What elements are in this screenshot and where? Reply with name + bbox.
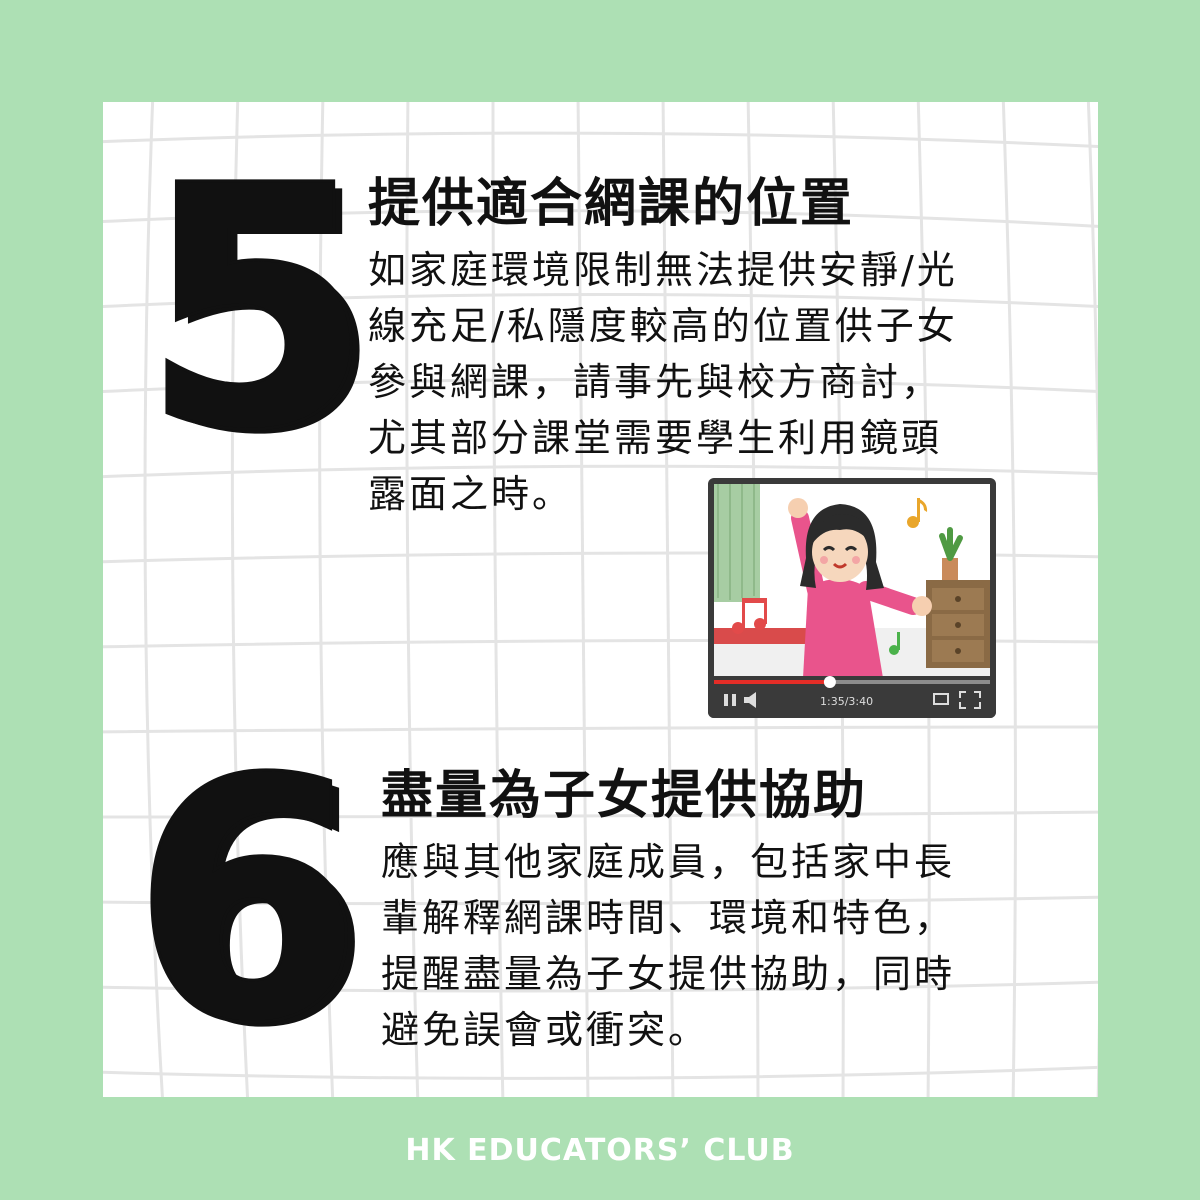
theater-mode-icon[interactable] [933,693,949,705]
step-number-face: 5 [140,117,376,501]
body-line: 避免誤會或衝突。 [381,1008,710,1052]
footer-brand: HK EDUCATORS’ CLUB [405,1133,795,1168]
body-line: 應與其他家庭成員，包括家中長 [381,840,956,884]
body-line: 提醒盡量為子女提供協助，同時 [381,952,956,996]
step-number-6: 6 6 [130,734,373,1073]
grid-background [103,102,1098,1097]
body-line: 輩解釋網課時間、環境和特色， [381,896,956,940]
volume-icon[interactable] [744,692,756,708]
music-note-icon [907,498,928,528]
step-number-shadow: 5 [153,123,383,507]
step-number-shadow: 6 [143,716,373,1097]
video-time: 1:35/3:40 [820,695,873,708]
music-note-icon [889,632,900,655]
play-pause-icon[interactable] [724,694,736,706]
video-progress-knob[interactable] [823,676,836,688]
body-line: 參與網課，請事先與校方商討， [368,360,943,404]
step-number-5: 5 5 [140,141,383,480]
section6-body: 應與其他家庭成員，包括家中長 輩解釋網課時間、環境和特色， 提醒盡量為子女提供協… [381,834,955,1058]
video-progress-track[interactable] [714,680,990,684]
section5-body: 如家庭環境限制無法提供安靜/光 線充足/私隱度較高的位置供子女 參與網課，請事先… [368,242,958,522]
video-progress-fill [714,680,830,684]
body-line: 如家庭環境限制無法提供安靜/光 [368,248,958,292]
body-line: 露面之時。 [368,472,574,516]
video-illustration: 1:35/3:40 [708,478,996,718]
step-number-face: 6 [130,710,366,1094]
section6-title: 盡量為子女提供協助 [381,766,868,826]
music-note-icon [732,598,767,634]
content-card: 5 5 提供適合網課的位置 如家庭環境限制無法提供安靜/光 線充足/私隱度較高的… [103,102,1098,1097]
video-scene: 1:35/3:40 [708,484,996,718]
fullscreen-icon[interactable] [959,691,981,709]
body-line: 線充足/私隱度較高的位置供子女 [368,304,958,348]
body-line: 尤其部分課堂需要學生利用鏡頭 [368,416,943,460]
section5-title: 提供適合網課的位置 [368,174,855,234]
